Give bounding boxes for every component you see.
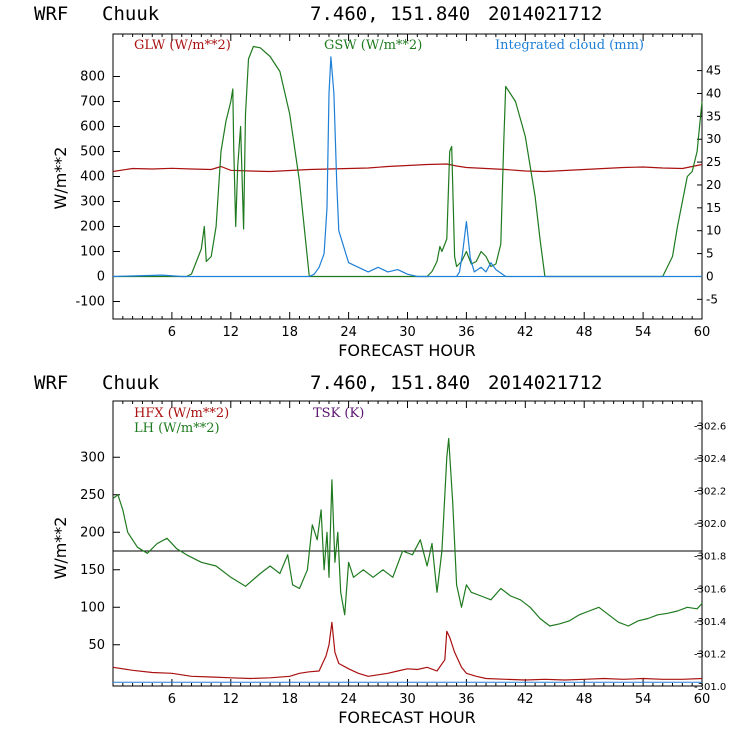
p1-model: WRF	[34, 3, 68, 25]
p2-x-tick-label: 30	[399, 692, 416, 707]
p1-y2-tick-label: 10	[706, 224, 721, 238]
p2-x-tick-label: 18	[281, 692, 298, 707]
p2-y-tick-label: 200	[80, 525, 105, 540]
p2-y2-tick-label: -301.0	[694, 682, 726, 693]
p1-y2-tick-label: 15	[706, 201, 721, 215]
p2-x-tick-label: 6	[168, 692, 176, 707]
p2-series	[112, 437, 703, 683]
p1-legend-cloud: Integrated cloud (mm)	[495, 38, 644, 53]
p2-x-tick-label: 60	[694, 692, 711, 707]
p1-y-tick-label: 400	[80, 170, 105, 185]
p2-legend-tsk: TSK (K)	[313, 406, 364, 421]
p1-x-tick-label: 30	[399, 325, 416, 340]
p2-axes: 6 12 18 24 30 36 42 48 54 60 50 100 150 200 250 300 -301…	[80, 401, 726, 707]
p2-x-tick-label: 36	[458, 692, 475, 707]
p1-station: Chuuk	[102, 3, 160, 25]
p1-y-tick-label: 700	[80, 95, 105, 110]
p1-y-tick-label: 100	[80, 245, 105, 260]
p2-coords: 7.460, 151.840	[310, 372, 470, 394]
p1-legend-gsw: GSW (W/m**2)	[324, 38, 422, 53]
p1-series	[112, 45, 703, 278]
p2-series-line-1	[112, 437, 703, 627]
p1-y-tick-label: 0	[97, 270, 105, 285]
p2-y-tick-label: 100	[80, 600, 105, 615]
p1-legend-glw: GLW (W/m**2)	[134, 38, 231, 53]
p1-x-tick-label: 24	[340, 325, 357, 340]
p2-y2-tick-label: -301.8	[694, 552, 726, 563]
p2-xlabel: FORECAST HOUR	[338, 708, 476, 727]
p1-y2-tick-label: 25	[706, 155, 721, 169]
p2-ylabel: W/m**2	[51, 517, 70, 580]
p2-y2-tick-label: -302.4	[694, 454, 726, 465]
p2-y-tick-label: 50	[88, 638, 105, 653]
p1-y2-tick-label: 40	[706, 86, 721, 100]
p1-x-tick-label: 54	[635, 325, 652, 340]
p1-y-tick-label: -100	[75, 295, 105, 310]
p1-ylabel: W/m**2	[51, 147, 70, 210]
p2-y2-tick-label: -302.6	[694, 421, 726, 432]
p2-run: 2014021712	[488, 372, 602, 394]
p1-y-tick-label: 300	[80, 195, 105, 210]
p2-y-tick-label: 300	[80, 450, 105, 465]
p1-x-tick-label: 12	[223, 325, 240, 340]
p1-y2-tick-label: 35	[706, 109, 721, 123]
p2-y2-tick-label: -301.4	[694, 617, 726, 628]
p2-series-line-0	[112, 621, 703, 681]
p1-series-line-2	[112, 56, 702, 278]
p1-y-tick-label: 800	[80, 70, 105, 85]
p1-y-tick-label: 600	[80, 120, 105, 135]
p1-coords: 7.460, 151.840	[310, 3, 470, 25]
p2-y2-tick-label: -302.2	[694, 487, 726, 498]
p2-y2-tick-label: -301.6	[694, 584, 726, 595]
p1-x-tick-label: 48	[576, 325, 593, 340]
p2-y2-tick-label: -302.0	[694, 519, 726, 530]
p2-y2-tick-label: -301.2	[694, 649, 726, 660]
p2-y-tick-label: 150	[80, 563, 105, 578]
p1-y2-tick-label: -5	[706, 292, 718, 306]
p2-plot-frame	[112, 400, 703, 687]
p1-y2-tick-label: 20	[706, 178, 721, 192]
p1-xlabel: FORECAST HOUR	[338, 341, 476, 360]
p2-station: Chuuk	[102, 372, 160, 394]
p1-x-tick-label: 18	[281, 325, 298, 340]
p2-legend-hfx: HFX (W/m**2)	[134, 406, 229, 421]
p1-y2-tick-label: 0	[706, 269, 714, 283]
p1-x-tick-label: 36	[458, 325, 475, 340]
p1-y-tick-label: 500	[80, 145, 105, 160]
p1-x-tick-label: 6	[168, 325, 176, 340]
p1-y2-tick-label: 30	[706, 132, 721, 146]
p1-series-line-0	[112, 163, 703, 173]
p2-y-tick-label: 250	[80, 488, 105, 503]
p2-model: WRF	[34, 372, 68, 394]
p1-y-tick-label: 200	[80, 220, 105, 235]
p2-x-tick-label: 54	[635, 692, 652, 707]
p1-x-tick-label: 60	[694, 325, 711, 340]
p2-x-tick-label: 12	[223, 692, 240, 707]
p2-x-tick-label: 24	[340, 692, 357, 707]
p1-y2-tick-label: 5	[706, 247, 714, 261]
p1-axes: 6 12 18 24 30 36 42 48 54 60-10001002003004005006…	[75, 34, 721, 340]
p1-y2-tick-label: 45	[706, 64, 721, 78]
p2-x-tick-label: 42	[517, 692, 534, 707]
p1-series-line-1	[113, 45, 703, 278]
p1-run: 2014021712	[488, 3, 602, 25]
p1-x-tick-label: 42	[517, 325, 534, 340]
p2-x-tick-label: 48	[576, 692, 593, 707]
p2-legend-lh: LH (W/m**2)	[134, 421, 220, 436]
